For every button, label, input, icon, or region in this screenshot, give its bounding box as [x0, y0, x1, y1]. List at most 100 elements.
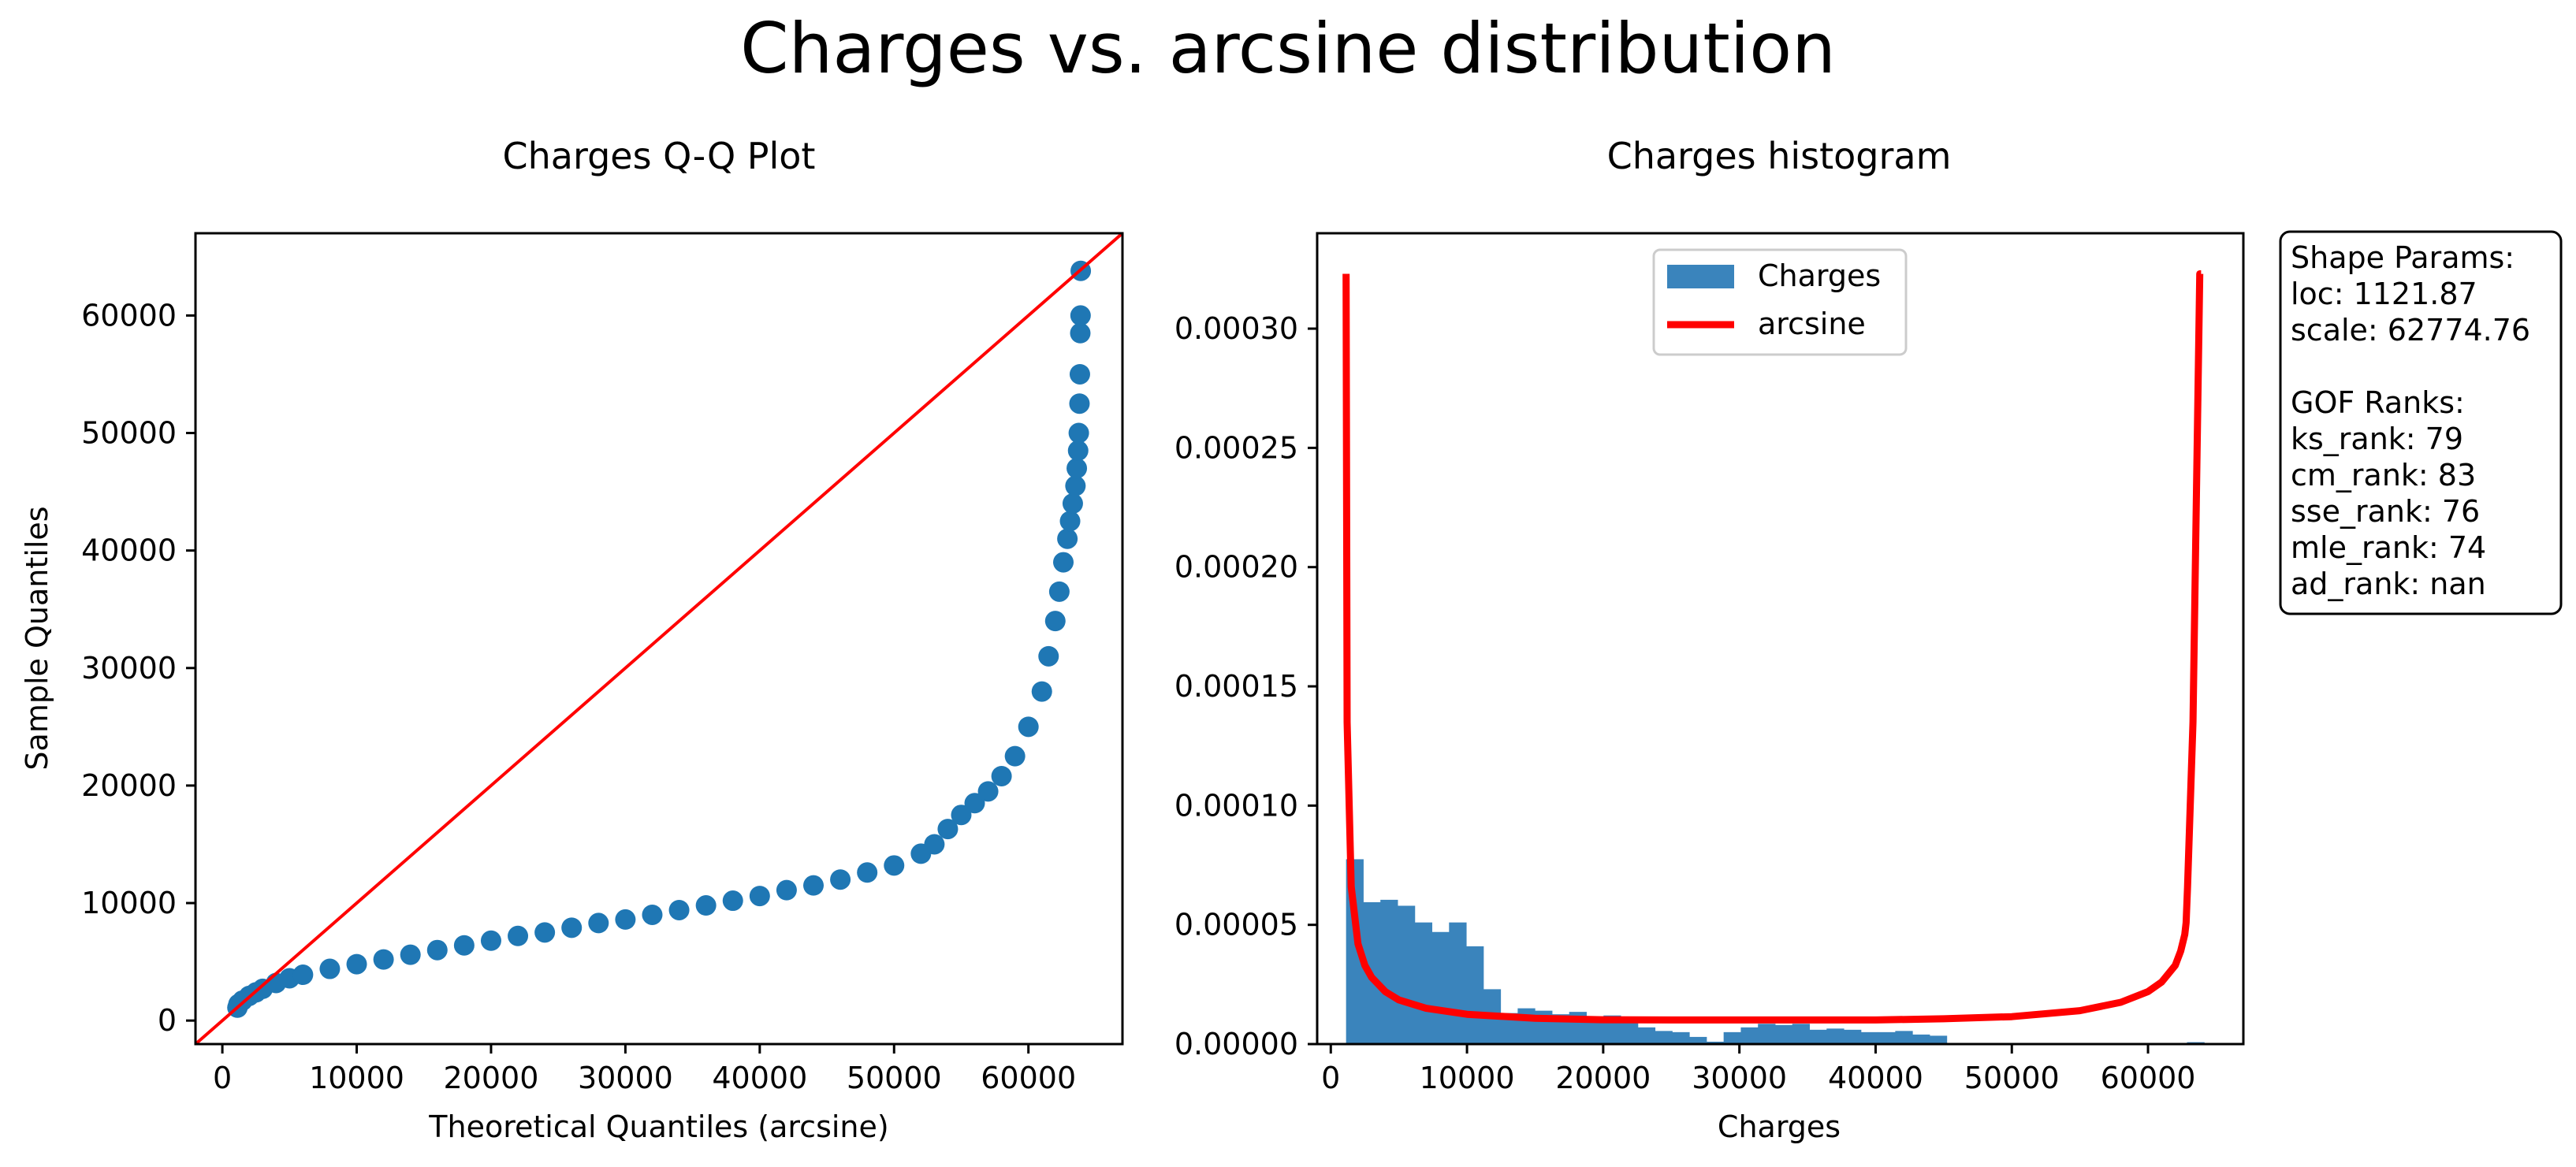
qq-plot-panel: Charges Q-Q Plot 0 10000 20000 30000 40000 50…: [20, 135, 1124, 1144]
histogram-x-tick-label: 60000: [2101, 1061, 2196, 1095]
qq-x-tick-label: 40000: [712, 1061, 807, 1095]
histogram-x-tick-label: 40000: [1828, 1061, 1923, 1095]
histogram-bar: [1860, 1031, 1879, 1044]
qq-point: [857, 862, 878, 883]
qq-point: [1018, 716, 1039, 738]
histogram-frame: [1316, 232, 2245, 1046]
qq-point: [991, 765, 1012, 786]
histogram-y-tick-label: 0.00020: [1174, 550, 1298, 585]
histogram-bar: [1758, 1024, 1776, 1044]
histogram-bar: [1740, 1027, 1759, 1044]
histogram-bar: [1414, 922, 1433, 1044]
histogram-x-ticks: 0 10000 20000 30000 40000 50000 60000: [1321, 1044, 2195, 1095]
qq-point: [426, 939, 448, 961]
histogram-title: Charges histogram: [1607, 135, 1952, 177]
qq-point: [1044, 611, 1066, 632]
histogram-x-tick-label: 20000: [1555, 1061, 1651, 1095]
histogram-bar: [1809, 1029, 1827, 1044]
histogram-bar: [1878, 1031, 1896, 1044]
histogram-x-tick-label: 10000: [1420, 1061, 1515, 1095]
qq-point: [1048, 581, 1070, 602]
qq-point: [319, 958, 341, 979]
qq-y-tick-label: 0: [158, 1003, 177, 1038]
histogram-bar: [1912, 1034, 1930, 1044]
histogram-bar: [1397, 905, 1416, 1044]
qq-point: [1070, 305, 1091, 326]
qq-y-tick-label: 40000: [81, 533, 177, 568]
arcsine-fit-line: [1342, 270, 2204, 1024]
qq-y-axis-label: Sample Quantiles: [20, 506, 54, 770]
qq-point: [977, 781, 999, 802]
qq-y-ticks: 0 10000 20000 30000 40000 50000 60000: [81, 298, 195, 1038]
qq-point: [1031, 681, 1052, 702]
qq-point: [951, 805, 972, 826]
qq-point: [668, 899, 690, 920]
qq-point: [1059, 511, 1081, 532]
histogram-bar: [1655, 1031, 1673, 1044]
histogram-y-tick-label: 0.00010: [1174, 788, 1298, 823]
qq-plot-title: Charges Q-Q Plot: [503, 135, 816, 177]
qq-y-tick-label: 10000: [81, 886, 177, 920]
legend-label-charges: Charges: [1758, 258, 1881, 293]
qq-plot-frame: [194, 232, 1124, 1046]
legend-swatch-charges: [1667, 265, 1734, 288]
qq-x-axis-label: Theoretical Quantiles (arcsine): [428, 1109, 888, 1144]
qq-point: [400, 944, 421, 965]
qq-point: [1038, 645, 1059, 667]
histogram-bar: [1621, 1021, 1639, 1044]
info-box-line: ks_rank: 79: [2291, 422, 2463, 456]
histogram-bar: [1380, 899, 1398, 1044]
histogram-bar: [1929, 1035, 1948, 1044]
info-box-line: loc: 1121.87: [2291, 277, 2477, 311]
qq-y-tick-label: 60000: [81, 298, 177, 333]
qq-point: [534, 922, 556, 943]
legend-label-arcsine: arcsine: [1758, 307, 1866, 341]
qq-x-tick-label: 0: [213, 1061, 232, 1095]
histogram-bar: [1826, 1028, 1845, 1044]
qq-point: [830, 869, 851, 890]
qq-point: [1062, 493, 1083, 514]
qq-x-tick-label: 30000: [578, 1061, 673, 1095]
histogram-bar: [1689, 1036, 1707, 1044]
histogram-bar: [1774, 1024, 1793, 1044]
qq-point: [561, 917, 583, 938]
qq-point: [1068, 422, 1089, 444]
qq-point: [749, 886, 770, 907]
qq-point: [803, 875, 824, 896]
qq-point: [964, 793, 985, 814]
info-box-line: ad_rank: nan: [2291, 567, 2486, 601]
qq-y-tick-label: 30000: [81, 651, 177, 686]
qq-point: [480, 930, 501, 951]
qq-point: [642, 904, 663, 925]
histogram-bar: [1586, 1017, 1604, 1044]
qq-point: [1057, 528, 1078, 549]
info-box-line: cm_rank: 83: [2291, 458, 2476, 492]
figure-title: Charges vs. arcsine distribution: [740, 8, 1836, 89]
histogram-legend: Charges arcsine: [1652, 248, 1908, 356]
histogram-bar: [1431, 931, 1450, 1044]
qq-point: [1067, 440, 1089, 461]
qq-point: [1067, 458, 1088, 479]
qq-point: [924, 834, 945, 855]
histogram-bar: [1706, 1041, 1725, 1044]
qq-point: [588, 912, 609, 934]
histogram-panel: Charges histogram 0 10000 20000 30000 40000 5…: [1174, 135, 2245, 1144]
histogram-bar: [1723, 1031, 1741, 1044]
qq-reference-line: [194, 232, 1124, 1046]
histogram-x-axis-label: Charges: [1718, 1109, 1841, 1144]
histogram-bar: [1517, 1008, 1536, 1044]
info-box-line: sse_rank: 76: [2291, 494, 2480, 529]
qq-y-tick-label: 50000: [81, 416, 177, 451]
qq-point: [937, 819, 959, 840]
info-box-line: GOF Ranks:: [2291, 385, 2465, 420]
histogram-x-tick-label: 50000: [1964, 1061, 2060, 1095]
qq-point: [1065, 475, 1086, 496]
histogram-y-ticks: 0.00000 0.00005 0.00010 0.00015 0.00020 0.000…: [1174, 311, 1317, 1061]
qq-point: [722, 890, 743, 912]
qq-y-tick-label: 20000: [81, 768, 177, 803]
info-box-line: mle_rank: 74: [2291, 530, 2486, 565]
qq-x-tick-label: 60000: [981, 1061, 1076, 1095]
histogram-bar: [1844, 1029, 1862, 1044]
qq-point: [1070, 322, 1091, 344]
histogram-bar: [1792, 1024, 1811, 1044]
